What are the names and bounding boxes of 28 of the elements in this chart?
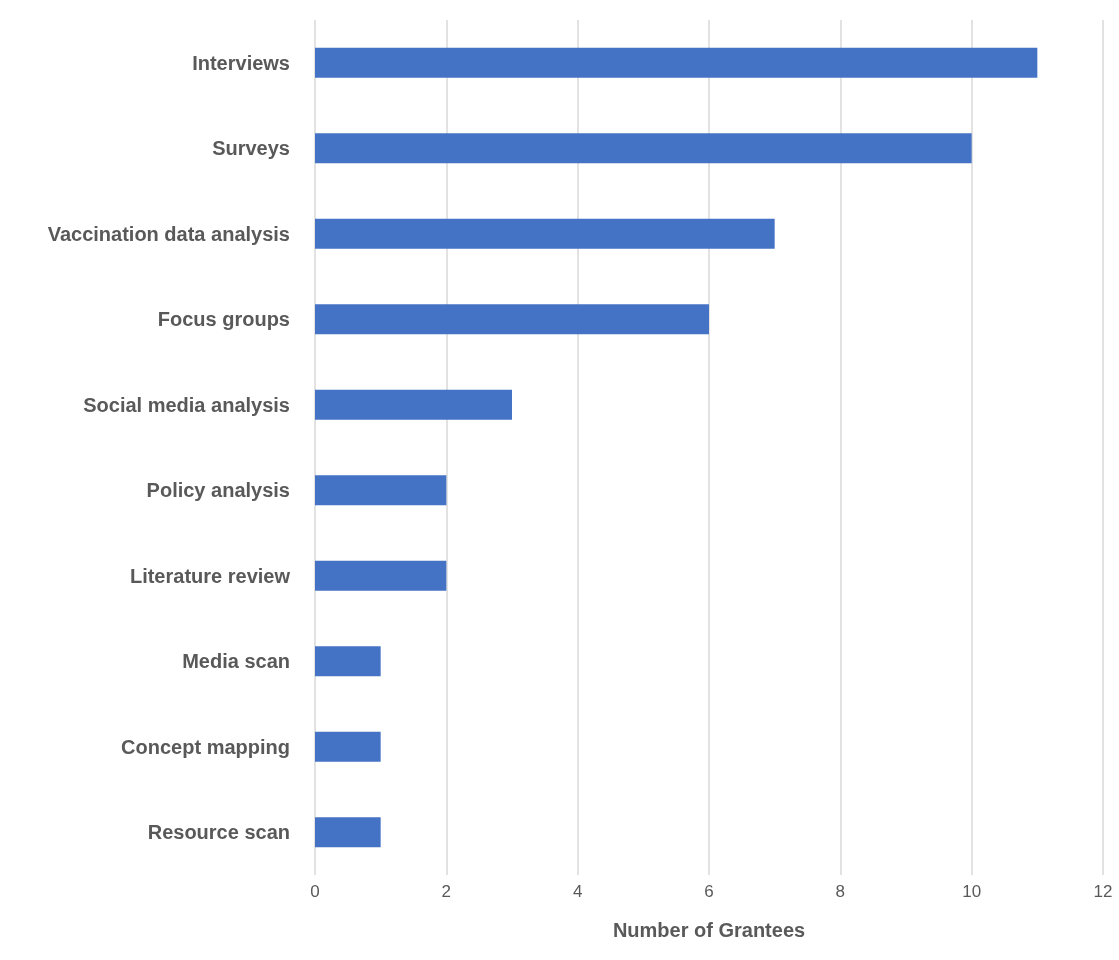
x-tick-label: 2 <box>441 882 452 901</box>
y-tick-label: Surveys <box>212 137 290 160</box>
y-tick-label: Focus groups <box>157 308 290 331</box>
bar <box>315 133 972 164</box>
x-tick-label: 6 <box>704 882 714 901</box>
y-tick-label: Concept mapping <box>121 735 290 758</box>
x-tick-label: 0 <box>310 882 320 901</box>
bar <box>315 389 512 420</box>
x-tick-label: 12 <box>1093 882 1113 901</box>
y-tick-label: Literature review <box>129 564 291 587</box>
y-tick-label: Vaccination data analysis <box>47 222 290 245</box>
y-tick-label: Social media analysis <box>83 393 290 416</box>
bar <box>315 218 775 249</box>
x-tick-label: 10 <box>962 882 982 901</box>
bar <box>315 304 709 335</box>
bar <box>315 646 381 677</box>
bar <box>315 817 381 848</box>
y-tick-label: Resource scan <box>147 821 290 844</box>
x-tick-label: 8 <box>835 882 846 901</box>
y-tick-label: Interviews <box>192 51 290 74</box>
y-tick-label: Policy analysis <box>146 479 290 502</box>
bar <box>315 731 381 762</box>
y-tick-label: Media scan <box>182 650 290 673</box>
x-tick-label: 4 <box>572 882 583 901</box>
x-axis-title: Number of Grantees <box>612 919 806 941</box>
bar <box>315 475 447 506</box>
bar <box>315 560 447 591</box>
bar <box>315 47 1038 78</box>
